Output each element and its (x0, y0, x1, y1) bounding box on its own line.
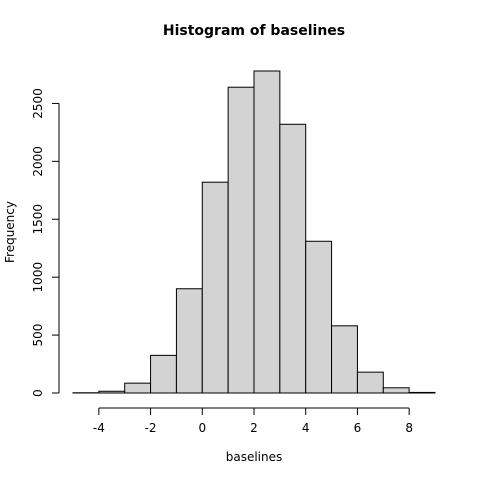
y-tick-label: 2500 (31, 88, 45, 119)
x-tick-label: 4 (302, 421, 310, 435)
y-tick-label: 1500 (31, 204, 45, 235)
histogram-bar-4 (175, 288, 203, 394)
histogram-bar-11 (356, 371, 384, 394)
x-axis: -4 -2 0 2 4 6 8 (93, 407, 413, 435)
y-tick-label: 500 (31, 324, 45, 347)
histogram-bar-8 (279, 123, 307, 394)
x-tick-label: -2 (145, 421, 157, 435)
x-tick-label: 8 (405, 421, 413, 435)
histogram-bar-10 (331, 325, 358, 394)
x-tick-label: -4 (93, 421, 105, 435)
chart-title: Histogram of baselines (163, 23, 345, 39)
histogram-bar-9 (305, 240, 333, 394)
y-tick-label: 2000 (31, 146, 45, 177)
histogram-bar-5 (201, 181, 229, 394)
histogram-bar-2 (124, 382, 152, 394)
x-axis-label: baselines (226, 450, 283, 464)
y-tick-label: 1000 (31, 262, 45, 293)
histogram-bar-3 (150, 354, 177, 394)
histogram-bar-13 (408, 391, 436, 394)
histogram-bar-7 (253, 70, 281, 394)
x-tick-label: 6 (354, 421, 362, 435)
histogram-bar-1 (98, 390, 126, 394)
y-axis: 0 500 1000 1500 2000 2500 (31, 88, 60, 397)
x-tick-label: 0 (198, 421, 206, 435)
histogram-bar-6 (227, 86, 255, 394)
y-axis-label: Frequency (3, 201, 17, 263)
histogram-bar-12 (382, 387, 410, 394)
x-tick-label: 2 (250, 421, 258, 435)
bars-group (72, 70, 436, 394)
y-tick-label: 0 (31, 389, 45, 397)
